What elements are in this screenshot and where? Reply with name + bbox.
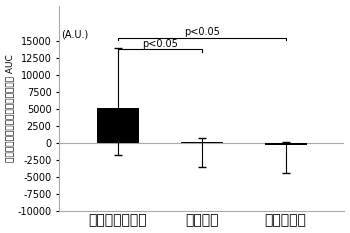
Bar — [265, 143, 307, 145]
Bar — [181, 141, 223, 143]
Text: (A.U.): (A.U.) — [61, 29, 88, 39]
Bar — [97, 108, 139, 143]
Text: p<0.05: p<0.05 — [184, 27, 220, 37]
Text: p<0.05: p<0.05 — [142, 39, 178, 49]
Y-axis label: 後脹骨動脈血流量の変化率における AUC: 後脹骨動脈血流量の変化率における AUC — [6, 54, 15, 162]
